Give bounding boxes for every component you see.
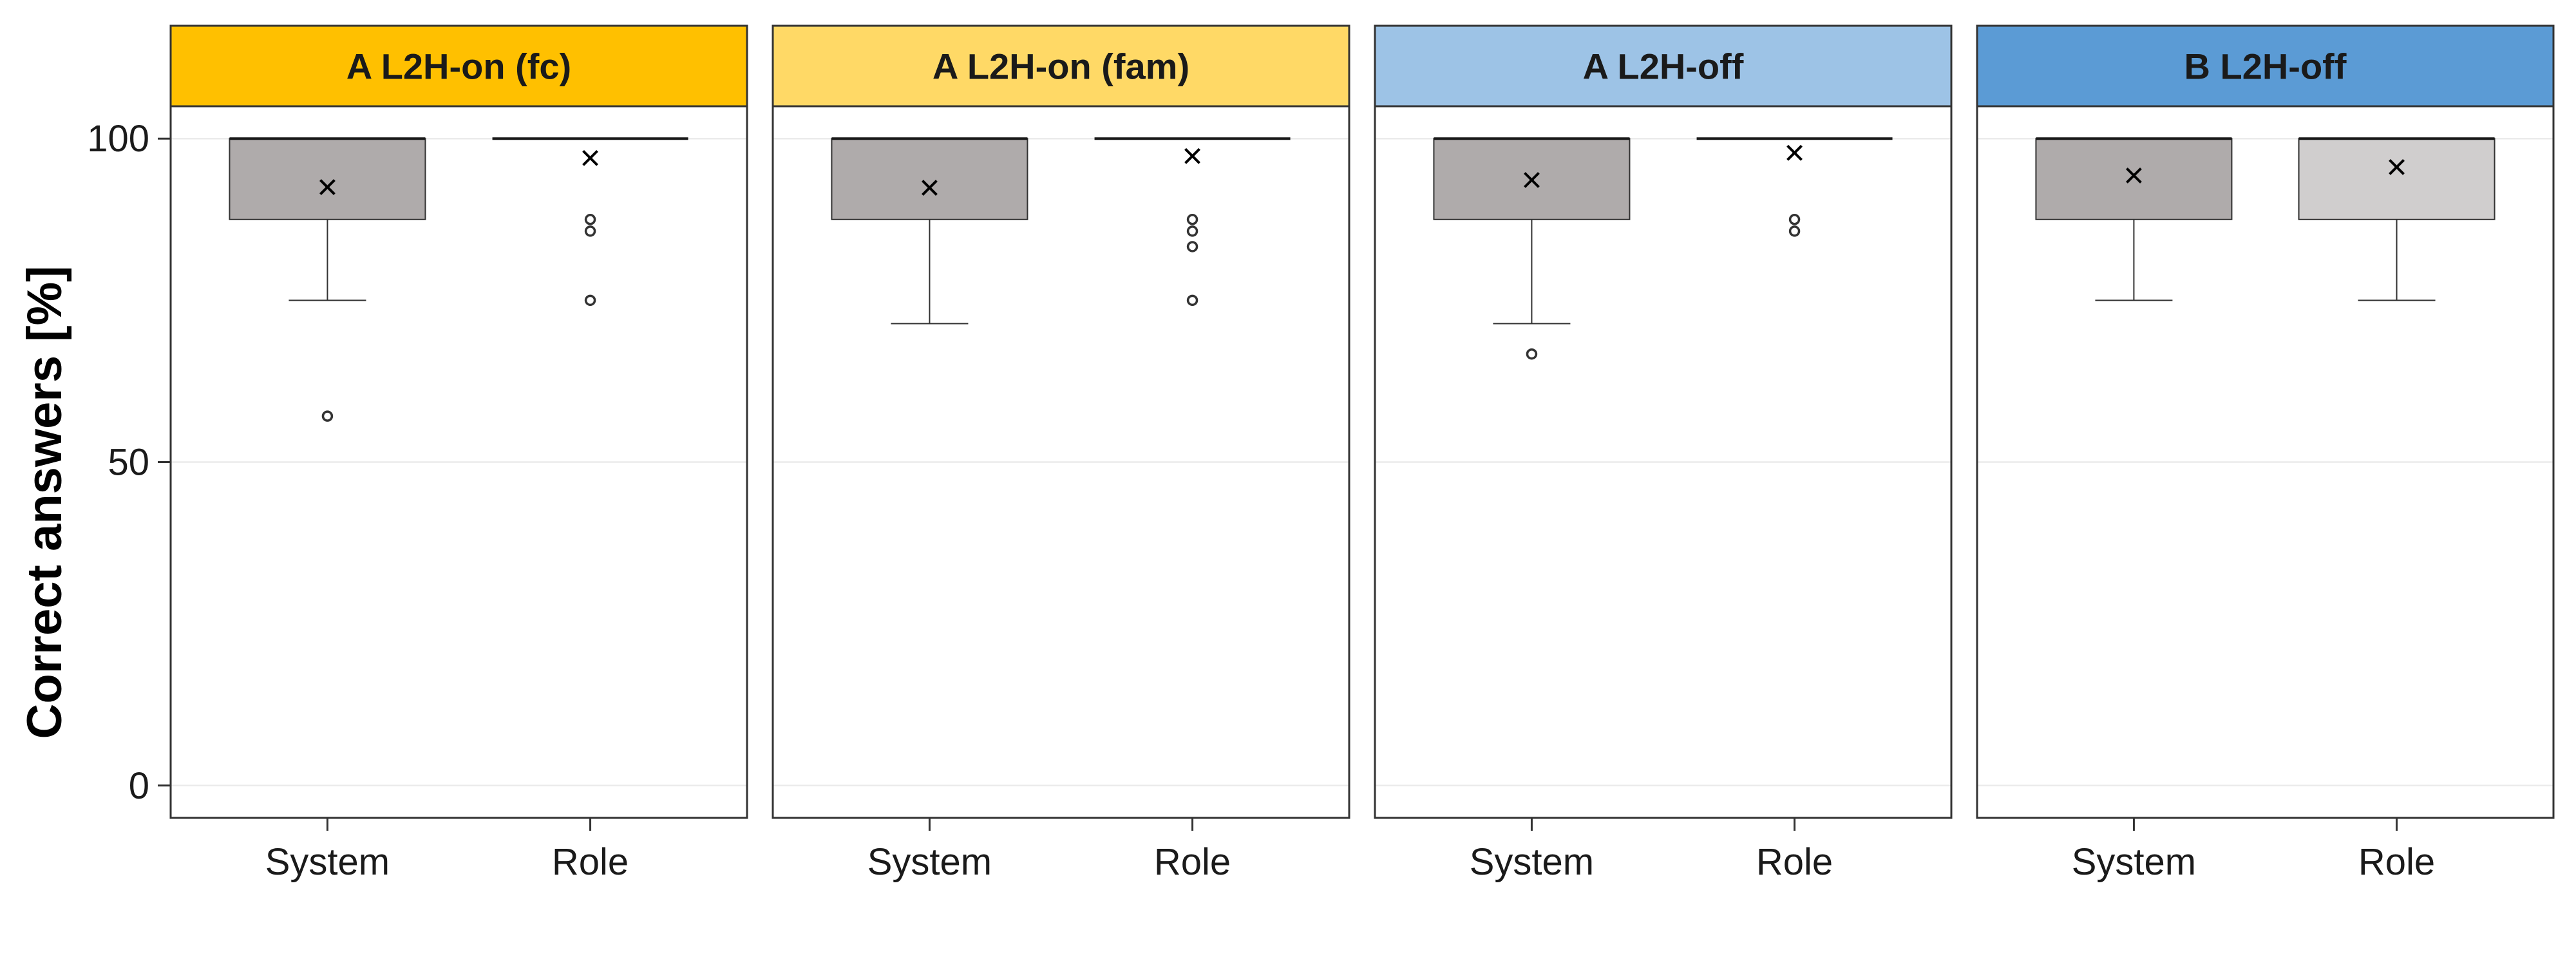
y-tick-label: 50 <box>108 442 149 484</box>
mean-marker <box>319 179 336 195</box>
facet-panel: A L2H-off System Role <box>1374 24 1953 883</box>
facet-panel: A L2H-on (fam) System Role <box>772 24 1350 883</box>
outlier-point <box>321 410 334 422</box>
facet-title: A L2H-on (fam) <box>933 46 1189 87</box>
box <box>229 138 426 220</box>
box <box>831 138 1028 220</box>
x-tick-label: System <box>2072 841 2196 883</box>
facet-strip <box>1374 24 1953 108</box>
box <box>2035 138 2233 220</box>
outlier-point <box>584 225 596 237</box>
mean-marker <box>1524 172 1540 188</box>
panel-border <box>1374 105 1953 819</box>
x-tick-label: System <box>265 841 390 883</box>
mean-marker <box>922 180 938 196</box>
outlier-point <box>1186 241 1198 252</box>
outlier-point <box>584 214 596 225</box>
y-tick-label: 0 <box>129 765 149 807</box>
facet-strip <box>1976 24 2555 108</box>
box <box>2298 138 2496 220</box>
facet-title: A L2H-on (fc) <box>346 46 571 87</box>
panel-border <box>772 105 1350 819</box>
outlier-point <box>1186 225 1198 237</box>
facet-panel: A L2H-on (fc) System Role <box>169 24 748 883</box>
x-tick-label: Role <box>1154 841 1231 883</box>
panel-border <box>169 105 748 819</box>
x-tick-label: Role <box>552 841 629 883</box>
mean-marker <box>1184 147 1200 164</box>
y-tick-label: 100 <box>87 118 149 160</box>
mean-marker <box>582 149 598 166</box>
facet-panel: B L2H-off System Role <box>1976 24 2555 883</box>
outlier-point <box>1526 348 1538 360</box>
facet-title: A L2H-off <box>1583 46 1744 87</box>
x-tick-label: System <box>867 841 992 883</box>
outlier-point <box>1186 214 1198 225</box>
facet-strip <box>169 24 748 108</box>
mean-marker <box>2389 159 2405 175</box>
outlier-point <box>1186 294 1198 307</box>
panel-border <box>1976 105 2555 819</box>
y-axis-label: Correct answers [%] <box>17 266 72 739</box>
x-tick-label: Role <box>1756 841 1833 883</box>
outlier-point <box>584 294 596 307</box>
outlier-point <box>1788 214 1801 225</box>
outlier-point <box>1788 225 1801 237</box>
x-tick-label: System <box>1470 841 1594 883</box>
facet-title: B L2H-off <box>2184 46 2347 87</box>
mean-marker <box>1786 144 1803 161</box>
mean-marker <box>2126 167 2142 184</box>
x-tick-label: Role <box>2358 841 2435 883</box>
facet-strip <box>772 24 1350 108</box>
